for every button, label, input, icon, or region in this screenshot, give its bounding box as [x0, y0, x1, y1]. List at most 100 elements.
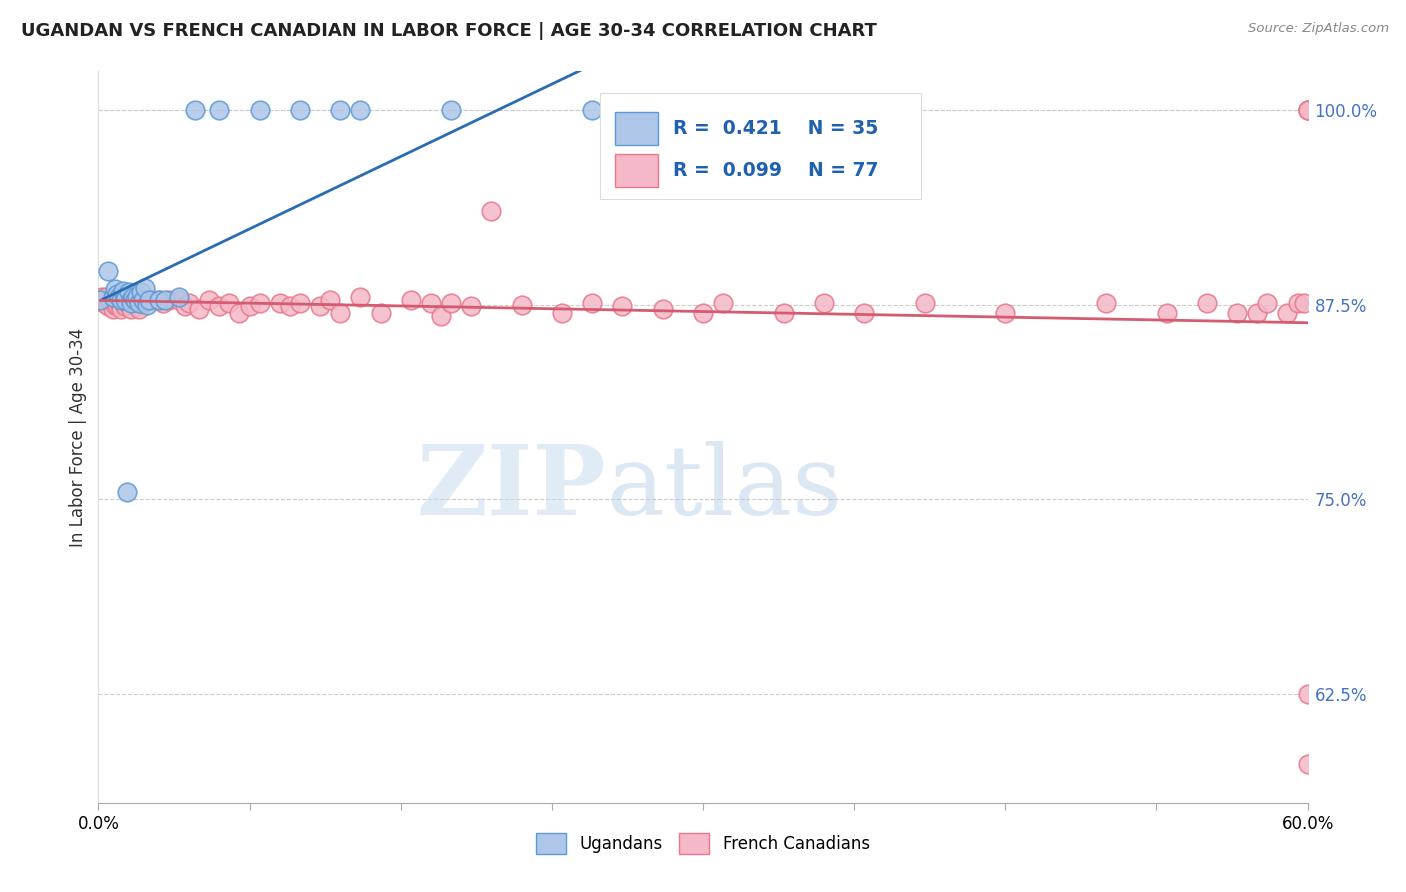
Point	[148, 293, 170, 307]
Point	[278, 299, 301, 313]
Point	[1292, 296, 1315, 310]
Point	[460, 299, 482, 313]
Point	[853, 305, 876, 319]
Point	[118, 285, 141, 300]
Text: R =  0.099    N = 77: R = 0.099 N = 77	[672, 161, 879, 179]
Point	[120, 302, 142, 317]
Point	[208, 299, 231, 313]
Point	[813, 296, 835, 310]
Point	[105, 286, 128, 301]
Point	[124, 296, 146, 310]
Point	[249, 296, 271, 310]
Point	[692, 305, 714, 319]
Point	[309, 299, 332, 313]
Point	[97, 263, 120, 277]
Point	[115, 484, 138, 499]
Point	[1246, 305, 1268, 319]
Point	[1195, 296, 1218, 310]
Point	[100, 296, 122, 310]
Point	[1095, 296, 1118, 310]
Point	[198, 293, 221, 307]
Point	[1256, 296, 1278, 310]
Point	[772, 305, 794, 319]
Point	[107, 296, 129, 310]
Point	[188, 302, 211, 317]
Point	[288, 296, 311, 310]
Point	[914, 296, 936, 310]
Legend: Ugandans, French Canadians: Ugandans, French Canadians	[530, 827, 876, 860]
Point	[179, 296, 201, 310]
Point	[121, 290, 143, 304]
Point	[120, 296, 142, 310]
Point	[89, 293, 111, 307]
Point	[1286, 296, 1309, 310]
Point	[124, 293, 146, 307]
Text: R =  0.421    N = 35: R = 0.421 N = 35	[672, 119, 877, 138]
Point	[1296, 103, 1319, 118]
Point	[218, 296, 240, 310]
Point	[118, 296, 141, 310]
Point	[249, 103, 271, 118]
Point	[167, 293, 190, 307]
Point	[711, 103, 734, 118]
Point	[114, 299, 136, 313]
Y-axis label: In Labor Force | Age 30-34: In Labor Force | Age 30-34	[69, 327, 87, 547]
Point	[142, 293, 165, 307]
Point	[101, 302, 124, 317]
Point	[110, 293, 132, 307]
Point	[110, 302, 132, 317]
Bar	[614, 112, 658, 145]
Point	[97, 299, 120, 313]
Point	[269, 296, 291, 310]
Point	[1226, 305, 1249, 319]
Point	[103, 282, 125, 296]
Text: ZIP: ZIP	[416, 442, 606, 535]
Point	[228, 305, 250, 319]
Text: atlas: atlas	[606, 442, 842, 535]
Point	[107, 290, 129, 304]
Point	[349, 290, 371, 304]
Point	[651, 302, 673, 317]
Point	[121, 293, 143, 307]
Point	[148, 293, 170, 307]
Point	[132, 293, 155, 307]
Point	[1296, 756, 1319, 771]
Bar	[614, 153, 658, 186]
Point	[91, 290, 114, 304]
Point	[329, 305, 352, 319]
Point	[89, 293, 111, 307]
Point	[370, 305, 392, 319]
Point	[96, 290, 118, 304]
Point	[510, 298, 533, 312]
Point	[128, 296, 150, 310]
Point	[239, 299, 262, 313]
Point	[430, 309, 453, 323]
Point	[125, 299, 148, 313]
Point	[440, 296, 463, 310]
Point	[420, 296, 443, 310]
Point	[153, 293, 176, 307]
Point	[994, 305, 1017, 319]
Point	[612, 299, 634, 313]
Point	[134, 281, 156, 295]
Point	[125, 290, 148, 304]
Point	[120, 293, 142, 307]
Point	[184, 103, 207, 118]
Point	[132, 296, 155, 310]
Point	[157, 293, 180, 307]
Point	[1296, 687, 1319, 701]
Point	[152, 296, 174, 310]
Point	[349, 103, 371, 118]
Point	[711, 296, 734, 310]
Point	[399, 293, 422, 307]
Point	[128, 302, 150, 317]
Point	[167, 290, 190, 304]
Point	[581, 103, 603, 118]
Point	[481, 204, 503, 219]
Point	[1277, 305, 1299, 319]
Point	[440, 103, 463, 118]
Point	[129, 285, 152, 300]
Point	[138, 293, 160, 307]
Point	[101, 290, 124, 304]
Point	[111, 296, 134, 310]
